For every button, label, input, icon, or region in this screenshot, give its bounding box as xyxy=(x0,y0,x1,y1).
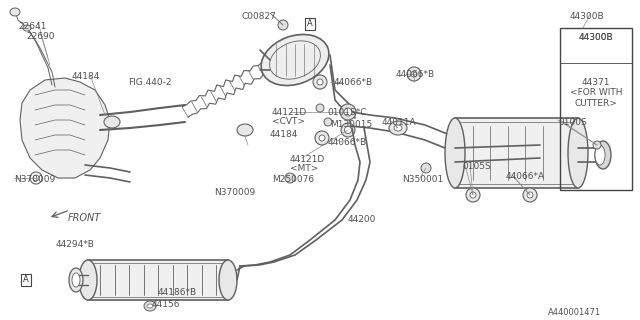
Bar xyxy=(459,122,574,184)
Text: 0105S: 0105S xyxy=(462,162,491,171)
Text: A: A xyxy=(307,20,313,28)
Ellipse shape xyxy=(269,41,321,79)
Ellipse shape xyxy=(315,131,329,145)
Text: 44300B: 44300B xyxy=(579,33,613,42)
Text: <MT>: <MT> xyxy=(290,164,318,173)
Text: 44066*B: 44066*B xyxy=(328,138,367,147)
Ellipse shape xyxy=(341,123,355,137)
Text: FIG.440-2: FIG.440-2 xyxy=(128,78,172,87)
Text: C00827: C00827 xyxy=(242,12,277,21)
Ellipse shape xyxy=(466,188,480,202)
Text: 44156: 44156 xyxy=(152,300,180,309)
Text: 44066*B: 44066*B xyxy=(396,70,435,79)
Text: 44011A: 44011A xyxy=(382,118,417,127)
Ellipse shape xyxy=(527,192,533,198)
Ellipse shape xyxy=(316,104,324,112)
Text: M250076: M250076 xyxy=(272,175,314,184)
Text: 44200: 44200 xyxy=(348,215,376,224)
Ellipse shape xyxy=(144,301,156,311)
Ellipse shape xyxy=(30,172,42,184)
Ellipse shape xyxy=(407,67,421,81)
Text: A440001471: A440001471 xyxy=(548,308,601,317)
Text: 44186*B: 44186*B xyxy=(158,288,197,297)
Text: 44121D: 44121D xyxy=(290,155,325,164)
Text: 44371
<FOR WITH
CUTTER>: 44371 <FOR WITH CUTTER> xyxy=(570,78,622,108)
Ellipse shape xyxy=(319,135,325,141)
Ellipse shape xyxy=(595,145,605,165)
Ellipse shape xyxy=(72,273,80,287)
Ellipse shape xyxy=(261,35,329,85)
Ellipse shape xyxy=(10,8,20,16)
Ellipse shape xyxy=(593,141,601,149)
Ellipse shape xyxy=(79,260,97,300)
Ellipse shape xyxy=(69,268,83,292)
Text: 22690: 22690 xyxy=(26,32,54,41)
Ellipse shape xyxy=(324,118,332,126)
Text: 44066*A: 44066*A xyxy=(506,172,545,181)
Ellipse shape xyxy=(33,175,39,181)
Text: 44294*B: 44294*B xyxy=(56,240,95,249)
Ellipse shape xyxy=(317,79,323,85)
Ellipse shape xyxy=(219,260,237,300)
Ellipse shape xyxy=(147,304,153,308)
Ellipse shape xyxy=(104,116,120,128)
Bar xyxy=(91,263,225,297)
Ellipse shape xyxy=(278,20,288,30)
Text: N350001: N350001 xyxy=(402,175,444,184)
Text: 44066*B: 44066*B xyxy=(334,78,373,87)
Text: A: A xyxy=(23,276,29,284)
Ellipse shape xyxy=(340,104,356,120)
Ellipse shape xyxy=(445,118,465,188)
Ellipse shape xyxy=(389,121,407,135)
Text: 22641: 22641 xyxy=(18,22,46,31)
Text: FRONT: FRONT xyxy=(68,213,101,223)
Ellipse shape xyxy=(344,126,351,133)
Polygon shape xyxy=(20,78,110,178)
Ellipse shape xyxy=(470,192,476,198)
Ellipse shape xyxy=(394,125,402,131)
Text: N370009: N370009 xyxy=(214,188,255,197)
Ellipse shape xyxy=(237,124,253,136)
Ellipse shape xyxy=(23,25,31,31)
Ellipse shape xyxy=(595,141,611,169)
Text: 44300B: 44300B xyxy=(570,12,605,21)
Text: 44300B: 44300B xyxy=(579,33,613,42)
Bar xyxy=(88,260,228,300)
Text: M130015: M130015 xyxy=(330,120,372,129)
Text: 0101S*C: 0101S*C xyxy=(327,108,367,117)
Ellipse shape xyxy=(285,173,295,183)
Bar xyxy=(455,118,578,188)
Text: <CVT>: <CVT> xyxy=(272,117,305,126)
Text: 44184: 44184 xyxy=(72,72,100,81)
Ellipse shape xyxy=(523,188,537,202)
Ellipse shape xyxy=(411,71,417,77)
Bar xyxy=(560,28,632,190)
Text: 44121D: 44121D xyxy=(272,108,307,117)
Text: 44184: 44184 xyxy=(270,130,298,139)
Text: 0100S: 0100S xyxy=(558,118,587,127)
Text: N370009: N370009 xyxy=(14,175,55,184)
Ellipse shape xyxy=(568,118,588,188)
Ellipse shape xyxy=(421,163,431,173)
Ellipse shape xyxy=(344,108,352,116)
Ellipse shape xyxy=(313,75,327,89)
